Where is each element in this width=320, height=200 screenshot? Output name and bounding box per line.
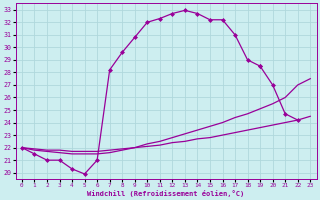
X-axis label: Windchill (Refroidissement éolien,°C): Windchill (Refroidissement éolien,°C) [87,190,245,197]
